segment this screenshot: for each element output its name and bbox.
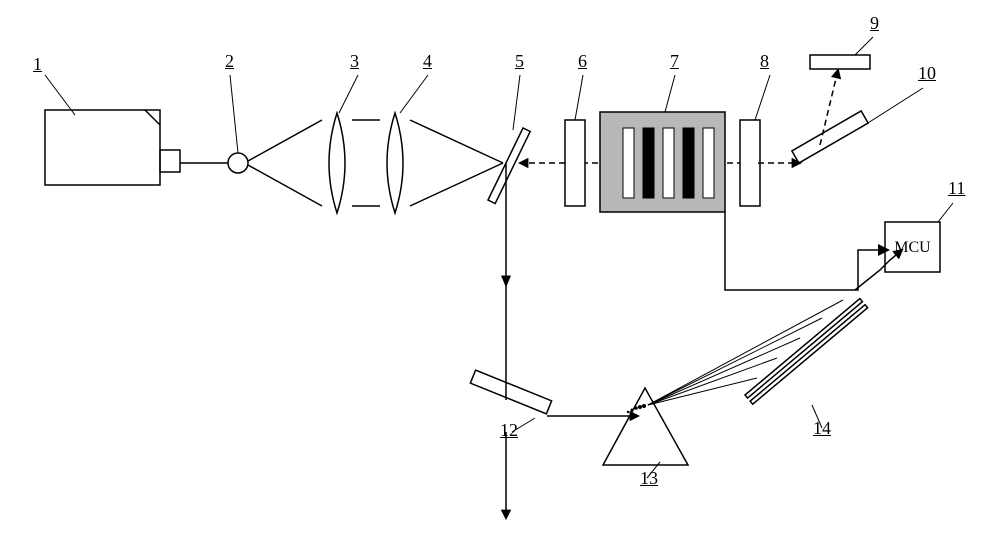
label-13: 13 — [640, 468, 658, 489]
label-14: 14 — [813, 418, 831, 439]
label-10: 10 — [918, 63, 936, 84]
svg-text:MCU: MCU — [894, 239, 931, 256]
label-5: 5 — [515, 51, 524, 72]
label-2: 2 — [225, 51, 234, 72]
label-7: 7 — [670, 51, 679, 72]
optical-diagram: MCU — [0, 0, 1000, 539]
label-6: 6 — [578, 51, 587, 72]
label-9: 9 — [870, 13, 879, 34]
label-8: 8 — [760, 51, 769, 72]
label-4: 4 — [423, 51, 432, 72]
label-3: 3 — [350, 51, 359, 72]
label-11: 11 — [948, 178, 965, 199]
label-12: 12 — [500, 420, 518, 441]
label-1: 1 — [33, 54, 42, 75]
